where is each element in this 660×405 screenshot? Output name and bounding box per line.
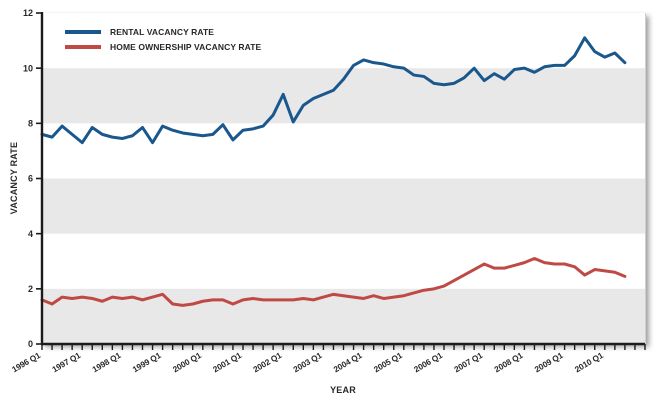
- x-tick-label: 1996 Q1: [10, 350, 42, 374]
- y-tick-label: 8: [28, 119, 33, 129]
- x-tick-label: 2002 Q1: [251, 350, 283, 374]
- grid-band: [42, 178, 645, 234]
- grid-band: [42, 68, 645, 124]
- x-tick-label: 2009 Q1: [533, 350, 565, 374]
- legend-label-homeownership: HOME OWNERSHIP VACANCY RATE: [110, 42, 262, 52]
- x-tick-label: 1998 Q1: [90, 350, 122, 374]
- homeownership-vacancy-line: [40, 256, 627, 307]
- plot-area: [42, 13, 646, 344]
- y-tick-label: 0: [28, 339, 33, 349]
- y-tick-label: 4: [28, 229, 33, 239]
- legend-swatch-rental: [65, 30, 101, 34]
- x-tick-label: 2005 Q1: [372, 350, 404, 374]
- x-tick-label: 1999 Q1: [131, 350, 163, 374]
- x-tick-label: 2003 Q1: [291, 350, 323, 374]
- legend: RENTAL VACANCY RATE HOME OWNERSHIP VACAN…: [65, 27, 261, 57]
- legend-label-rental: RENTAL VACANCY RATE: [110, 27, 215, 37]
- y-axis-title: VACANCY RATE: [9, 141, 19, 215]
- x-tick-label: 2010 Q1: [573, 350, 605, 374]
- y-tick-label: 12: [23, 8, 33, 18]
- x-tick-label: 2006 Q1: [412, 350, 444, 374]
- x-tick-label: 2000 Q1: [171, 350, 203, 374]
- x-tick-label: 2008 Q1: [492, 350, 524, 374]
- rental-vacancy-line: [40, 36, 627, 145]
- x-tick-label: 2001 Q1: [211, 350, 243, 374]
- x-tick-label: 2007 Q1: [452, 350, 484, 374]
- y-tick-label: 10: [23, 63, 33, 73]
- y-tick-label: 6: [28, 174, 33, 184]
- y-tick-label: 2: [28, 284, 33, 294]
- legend-row-rental: RENTAL VACANCY RATE: [65, 27, 261, 37]
- x-axis-title: YEAR: [330, 385, 356, 395]
- x-tick-label: 2004 Q1: [332, 350, 364, 374]
- legend-row-homeownership: HOME OWNERSHIP VACANCY RATE: [65, 42, 261, 52]
- x-tick-label: 1997 Q1: [50, 350, 82, 374]
- grid-band: [42, 288, 645, 344]
- legend-swatch-homeownership: [65, 45, 101, 49]
